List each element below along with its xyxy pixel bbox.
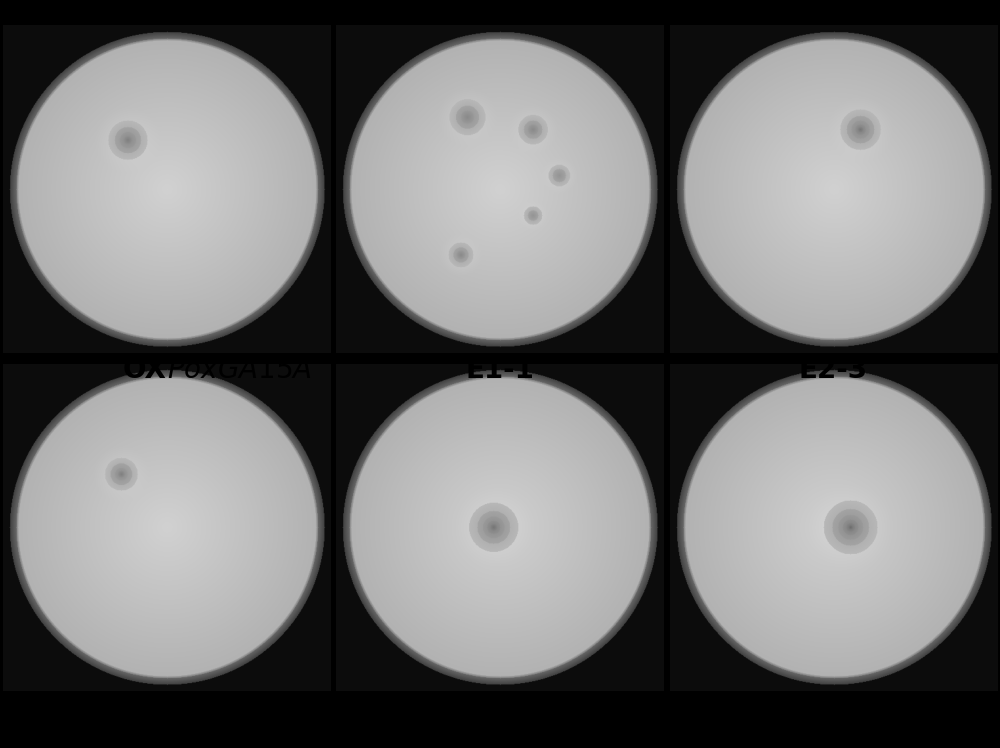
Text: OX: OX xyxy=(123,356,167,384)
Text: A2-13: A2-13 xyxy=(788,723,879,748)
Text: $\mathit{PoxGA15A}$: $\mathit{PoxGA15A}$ xyxy=(167,356,312,384)
Text: E2-3: E2-3 xyxy=(799,356,868,384)
Text: E1-1: E1-1 xyxy=(466,356,534,384)
Text: A1-2: A1-2 xyxy=(464,723,536,748)
Text: E3-16: E3-16 xyxy=(122,723,211,748)
